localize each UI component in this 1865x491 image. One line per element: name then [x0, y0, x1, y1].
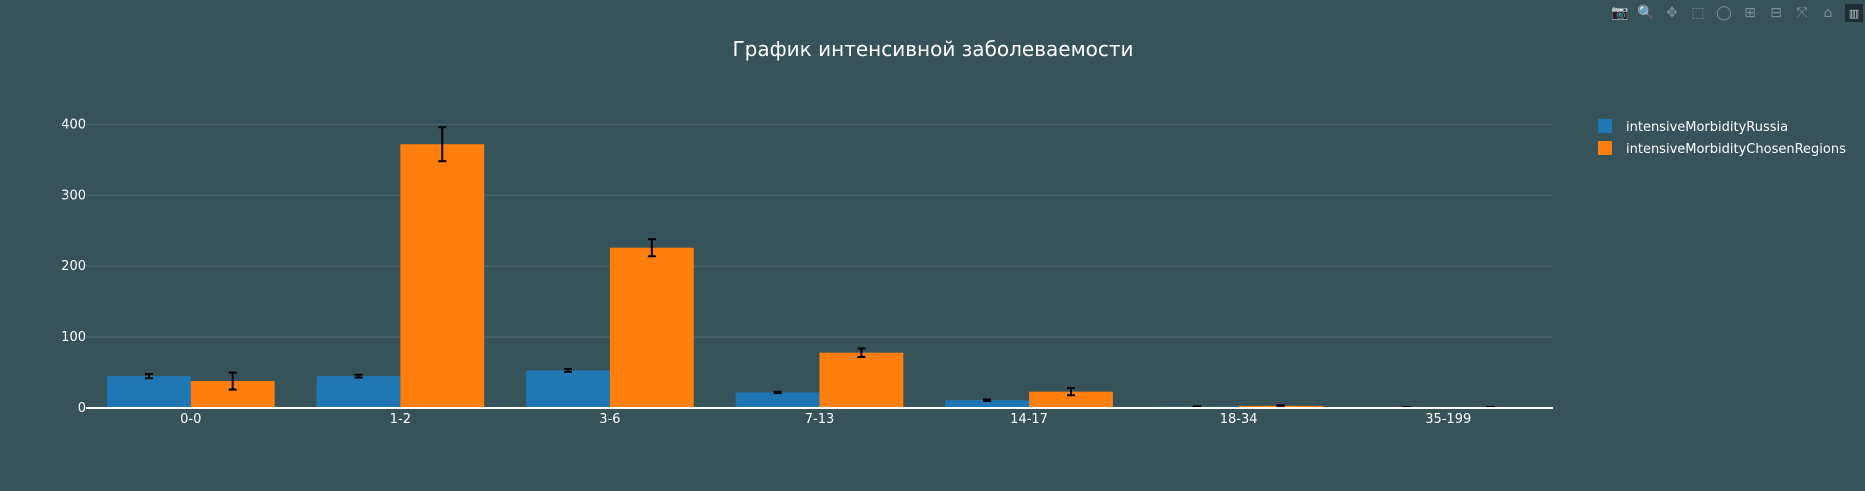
legend-label: intensiveMorbidityRussia — [1626, 120, 1788, 135]
legend-item[interactable]: intensiveMorbidityRussia — [1598, 119, 1788, 135]
chart-title: График интенсивной заболеваемости — [732, 37, 1133, 61]
bar-intensiveMorbidityChosenRegions-7-13[interactable] — [819, 352, 904, 408]
x-tick-label: 0-0 — [180, 412, 201, 427]
legend-swatch — [1598, 141, 1612, 155]
grid-lines — [86, 123, 1553, 338]
zoom-in-icon[interactable]: ⊞ — [1744, 5, 1756, 21]
bar-intensiveMorbidityRussia-3-6[interactable] — [526, 370, 610, 408]
y-tick-label: 300 — [61, 188, 86, 203]
y-axis: 0 100 200 300 400 — [61, 117, 86, 416]
plotly-logo-icon[interactable]: ▥ — [1845, 4, 1863, 22]
legend-label: intensiveMorbidityChosenRegions — [1626, 142, 1846, 157]
bar-intensiveMorbidityRussia-14-17[interactable] — [945, 400, 1030, 408]
pan-icon[interactable]: ✥ — [1666, 5, 1678, 21]
x-tick-label: 35-199 — [1425, 412, 1471, 427]
error-bars — [144, 126, 1495, 409]
zoom-out-icon[interactable]: ⊟ — [1770, 5, 1782, 21]
x-tick-label: 18-34 — [1220, 412, 1258, 427]
legend-swatch — [1598, 119, 1612, 133]
box-select-icon[interactable]: ⬚ — [1691, 5, 1705, 21]
bar-intensiveMorbidityChosenRegions-14-17[interactable] — [1029, 391, 1113, 408]
y-tick-label: 0 — [78, 401, 86, 416]
lasso-select-icon[interactable]: ◯ — [1716, 5, 1732, 21]
x-tick-label: 14-17 — [1010, 412, 1048, 427]
y-tick-label: 100 — [61, 330, 86, 345]
y-tick-label: 200 — [61, 259, 86, 274]
legend-item[interactable]: intensiveMorbidityChosenRegions — [1598, 141, 1846, 157]
modebar: 📷 🔍 ✥ ⬚ ◯ ⊞ ⊟ ⤧ ⌂ ▥ — [1611, 4, 1863, 22]
zoom-icon[interactable]: 🔍 — [1637, 5, 1655, 21]
autoscale-icon[interactable]: ⤧ — [1796, 5, 1808, 21]
x-axis: 0-0 1-2 3-6 7-13 14-17 18-34 35-199 — [86, 407, 1553, 427]
bar-intensiveMorbidityRussia-0-0[interactable] — [106, 376, 191, 408]
x-tick-label: 7-13 — [805, 412, 835, 427]
bar-intensiveMorbidityChosenRegions-1-2[interactable] — [400, 144, 485, 408]
bar-intensiveMorbidityChosenRegions-3-6[interactable] — [609, 247, 694, 408]
bars — [106, 144, 1533, 408]
x-tick-label: 1-2 — [390, 412, 411, 427]
bar-intensiveMorbidityRussia-1-2[interactable] — [316, 376, 401, 408]
bar-intensiveMorbidityRussia-7-13[interactable] — [735, 392, 820, 408]
legend: intensiveMorbidityRussia intensiveMorbidi… — [1598, 119, 1846, 157]
y-tick-label: 400 — [61, 117, 86, 132]
x-tick-label: 3-6 — [599, 412, 620, 427]
reset-axes-icon[interactable]: ⌂ — [1823, 5, 1833, 21]
camera-icon[interactable]: 📷 — [1611, 5, 1629, 21]
